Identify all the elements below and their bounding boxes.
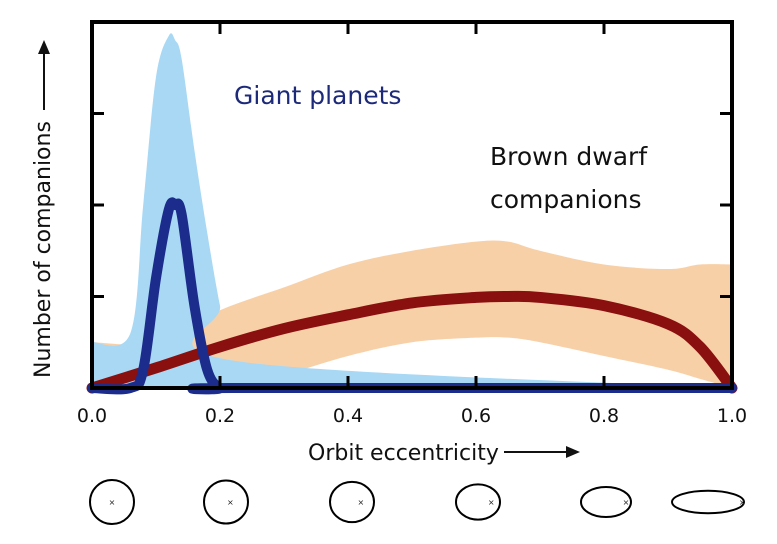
star-marker-icon: × xyxy=(227,498,234,507)
y-axis-title: Number of companions xyxy=(31,121,56,378)
orbit-ellipse xyxy=(89,479,135,525)
giant-planets-label: Giant planets xyxy=(234,81,401,110)
orbit-ellipse xyxy=(580,486,632,518)
star-marker-icon: × xyxy=(739,498,746,507)
star-marker-icon: × xyxy=(357,498,364,507)
x-tick-label: 0.6 xyxy=(461,405,491,427)
orbit-ellipse xyxy=(203,479,249,525)
brown-dwarf-label-line1: Brown dwarf xyxy=(490,142,648,171)
orbit-shapes: × × × × × × xyxy=(89,479,746,525)
brown-dwarf-line xyxy=(86,290,738,394)
orbit-ellipse xyxy=(455,483,501,521)
x-tick-label: 0.2 xyxy=(205,405,235,427)
x-tick-label: 0.4 xyxy=(333,405,363,427)
orbit-ellipse xyxy=(671,489,745,515)
y-axis-arrow-icon xyxy=(38,40,50,110)
orbit-ellipse xyxy=(329,480,375,524)
star-marker-icon: × xyxy=(488,498,495,507)
brown-dwarf-label-line2: companions xyxy=(490,185,642,214)
x-tick-labels: 0.0 0.2 0.4 0.6 0.8 1.0 xyxy=(77,405,747,427)
confidence-bands xyxy=(92,33,732,389)
x-axis-title: Orbit eccentricity xyxy=(308,441,499,466)
x-tick-label: 1.0 xyxy=(717,405,747,427)
x-axis-arrow-icon xyxy=(504,446,580,458)
brown-dwarf-band xyxy=(92,240,732,389)
axes xyxy=(90,20,734,390)
giant-planets-band xyxy=(92,33,732,388)
x-tick-label: 0.8 xyxy=(589,405,619,427)
star-marker-icon: × xyxy=(623,498,630,507)
x-tick-label: 0.0 xyxy=(77,405,107,427)
star-marker-icon: × xyxy=(109,498,116,507)
